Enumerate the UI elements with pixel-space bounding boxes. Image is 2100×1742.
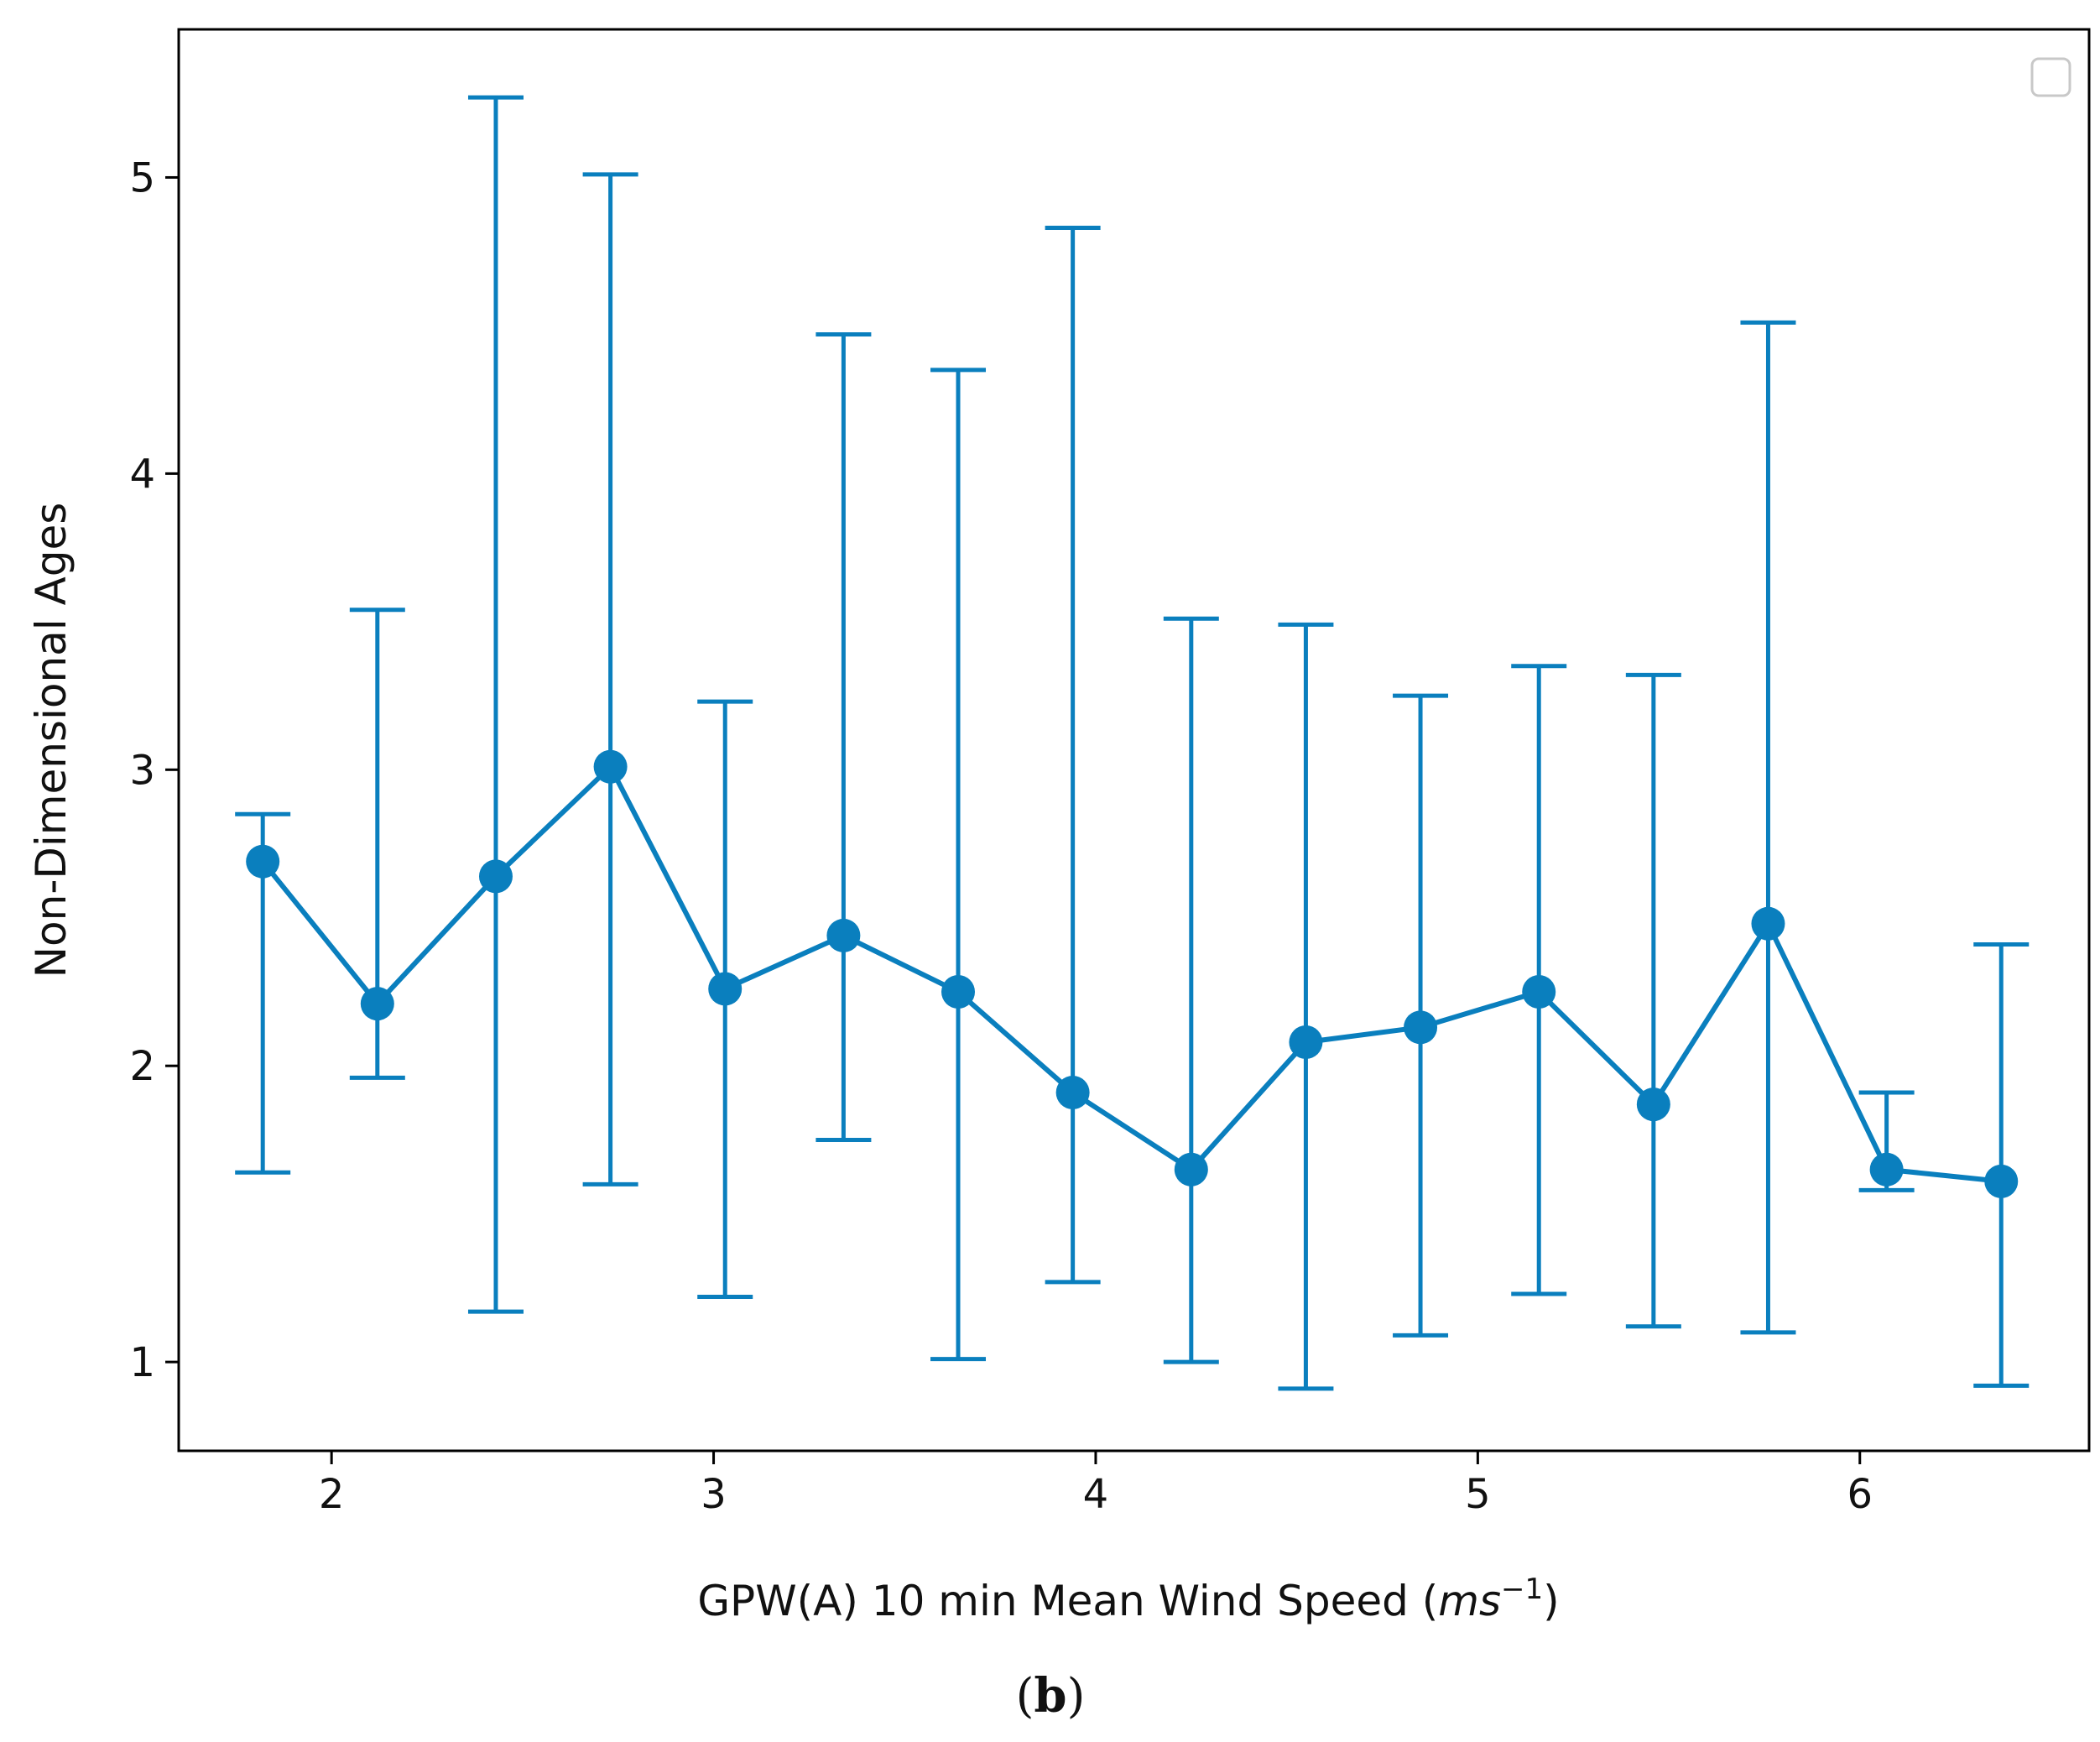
data-point [1869,1152,1904,1187]
series-line [260,764,2002,1184]
x-tick-label: 4 [1083,1471,1109,1518]
y-tick-label: 1 [129,1339,155,1386]
y-tick-label: 5 [129,154,155,201]
plot-area [235,95,2030,1391]
error-bar [1278,622,1334,1391]
figure-caption: (b) [1016,1668,1086,1724]
data-point [1984,1164,2019,1198]
y-tick-label: 4 [129,451,155,498]
y-axis-label: Non-Dimensional Ages [27,503,76,978]
x-tick-label: 3 [701,1471,727,1518]
data-point [708,972,743,1006]
data-point [1289,1025,1323,1059]
data-point [826,918,861,952]
error-bar [1625,672,1681,1329]
plot-frame [177,28,2091,1453]
error-bar [1740,320,1796,1335]
data-point [941,974,976,1009]
data-point [1751,906,1785,941]
x-axis-ticks: 2 3 4 5 6 [319,1451,1873,1518]
y-tick-label: 2 [129,1043,155,1090]
error-bar [816,332,872,1142]
data-point [1522,974,1556,1009]
data-point [1404,1010,1438,1045]
legend-box [2030,57,2071,97]
x-tick-label: 5 [1465,1471,1491,1518]
x-axis-label: GPW(A) 10 min Mean Wind Speed (ms−1) [697,1572,1559,1625]
error-bar [1163,616,1219,1364]
error-bar [467,95,524,1314]
x-tick-label: 6 [1847,1471,1873,1518]
data-point [1636,1087,1670,1122]
y-tick-label: 3 [129,747,155,794]
data-point [246,844,280,879]
error-bar [930,368,987,1362]
x-tick-label: 2 [319,1471,345,1518]
data-point [360,987,394,1021]
data-point [478,859,513,894]
data-point [1055,1075,1090,1109]
data-point [1174,1152,1208,1187]
error-bar [582,172,638,1187]
error-bar [1045,225,1101,1285]
data-point [593,749,628,784]
y-axis-ticks: 1 2 3 4 5 [129,154,179,1386]
